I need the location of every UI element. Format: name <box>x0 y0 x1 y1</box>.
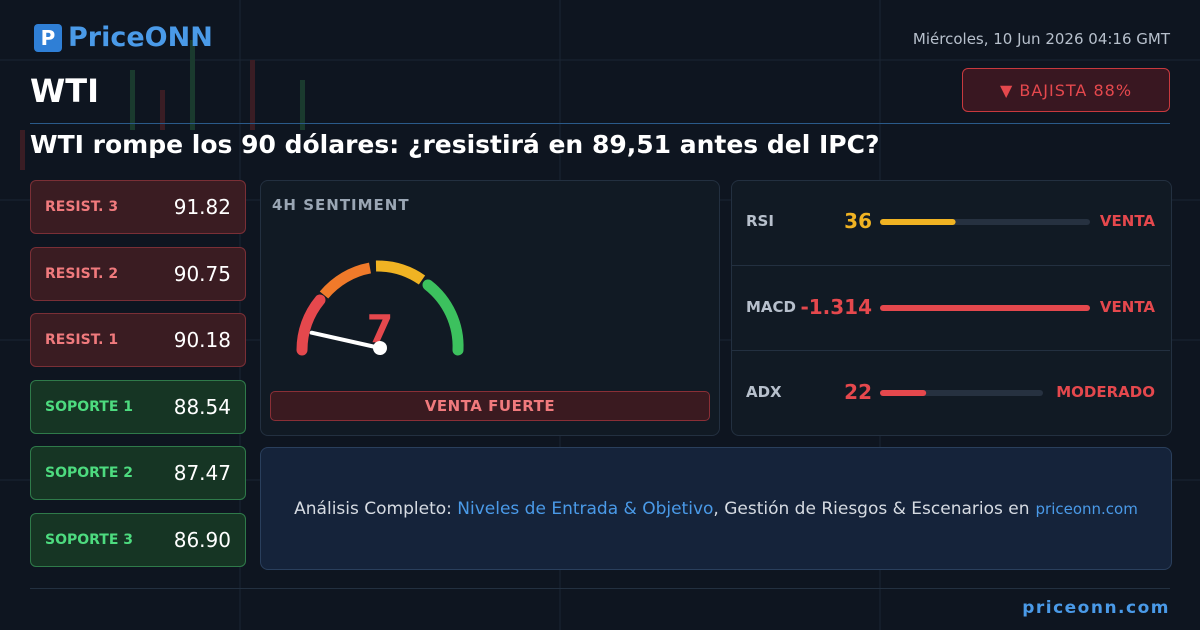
level-label: SOPORTE 3 <box>45 532 134 548</box>
separator <box>732 265 1170 266</box>
level-box: SOPORTE 3 86.90 <box>30 513 246 567</box>
indicator-name: MACD <box>746 298 796 316</box>
indicator-value: 36 <box>844 209 872 233</box>
cta-link[interactable]: Niveles de Entrada & Objetivo <box>457 498 714 519</box>
headline: WTI rompe los 90 dólares: ¿resistirá en … <box>30 130 880 159</box>
level-value: 86.90 <box>173 528 231 552</box>
level-value: 90.18 <box>173 328 231 353</box>
indicator-value: -1.314 <box>800 295 872 319</box>
indicator-name: ADX <box>746 383 782 401</box>
level-label: RESIST. 3 <box>45 199 119 215</box>
divider <box>30 123 1170 124</box>
indicator-name: RSI <box>746 212 774 230</box>
symbol: WTI <box>30 72 100 110</box>
gauge: 7 <box>296 260 464 356</box>
logo: P PriceONN <box>34 22 213 53</box>
level-label: RESIST. 1 <box>45 332 119 349</box>
footer-site[interactable]: priceonn.com <box>1022 598 1170 618</box>
cta-lead: Análisis Completo: <box>294 498 452 519</box>
level-box: SOPORTE 1 88.54 <box>30 379 246 434</box>
separator <box>732 350 1170 351</box>
trend-badge: ▼ BAJISTA 88% <box>962 68 1170 112</box>
cta-text: , Gestión de Riesgos & Escenarios en <box>713 498 1030 519</box>
gauge-needle <box>309 330 382 350</box>
divider <box>30 588 1170 589</box>
level-box: RESIST. 2 90.75 <box>30 246 246 301</box>
level-value: 91.82 <box>173 195 231 219</box>
sentiment-verdict: VENTA FUERTE <box>270 391 710 421</box>
level-box: SOPORTE 2 87.47 <box>30 446 246 501</box>
level-value: 90.75 <box>173 261 231 286</box>
gauge-arc <box>319 262 372 299</box>
gauge-arc <box>375 260 426 285</box>
indicator-signal: MODERADO <box>1056 383 1155 401</box>
level-label: SOPORTE 1 <box>45 398 134 415</box>
level-label: RESIST. 2 <box>45 265 119 282</box>
cta[interactable]: Análisis Completo: Niveles de Entrada & … <box>260 447 1172 570</box>
gauge-arc <box>422 279 464 356</box>
indicator-signal: VENTA <box>1099 298 1155 316</box>
level-box: RESIST. 3 91.82 <box>30 180 246 234</box>
gauge-hub <box>373 341 387 355</box>
logo-text: PriceONN <box>68 22 213 53</box>
gauge-arc <box>296 294 326 356</box>
level-box: RESIST. 1 90.18 <box>30 313 246 368</box>
level-label: SOPORTE 2 <box>45 465 134 482</box>
indicator-value: 22 <box>844 380 872 404</box>
logo-icon: P <box>34 23 62 52</box>
date: Miércoles, 10 Jun 2026 04:16 GMT <box>912 30 1170 48</box>
sentiment-title: 4H SENTIMENT <box>272 196 410 214</box>
level-value: 88.54 <box>173 394 231 419</box>
indicator-signal: VENTA <box>1099 212 1155 230</box>
cta-site[interactable]: priceonn.com <box>1035 499 1138 518</box>
level-value: 87.47 <box>173 461 231 486</box>
